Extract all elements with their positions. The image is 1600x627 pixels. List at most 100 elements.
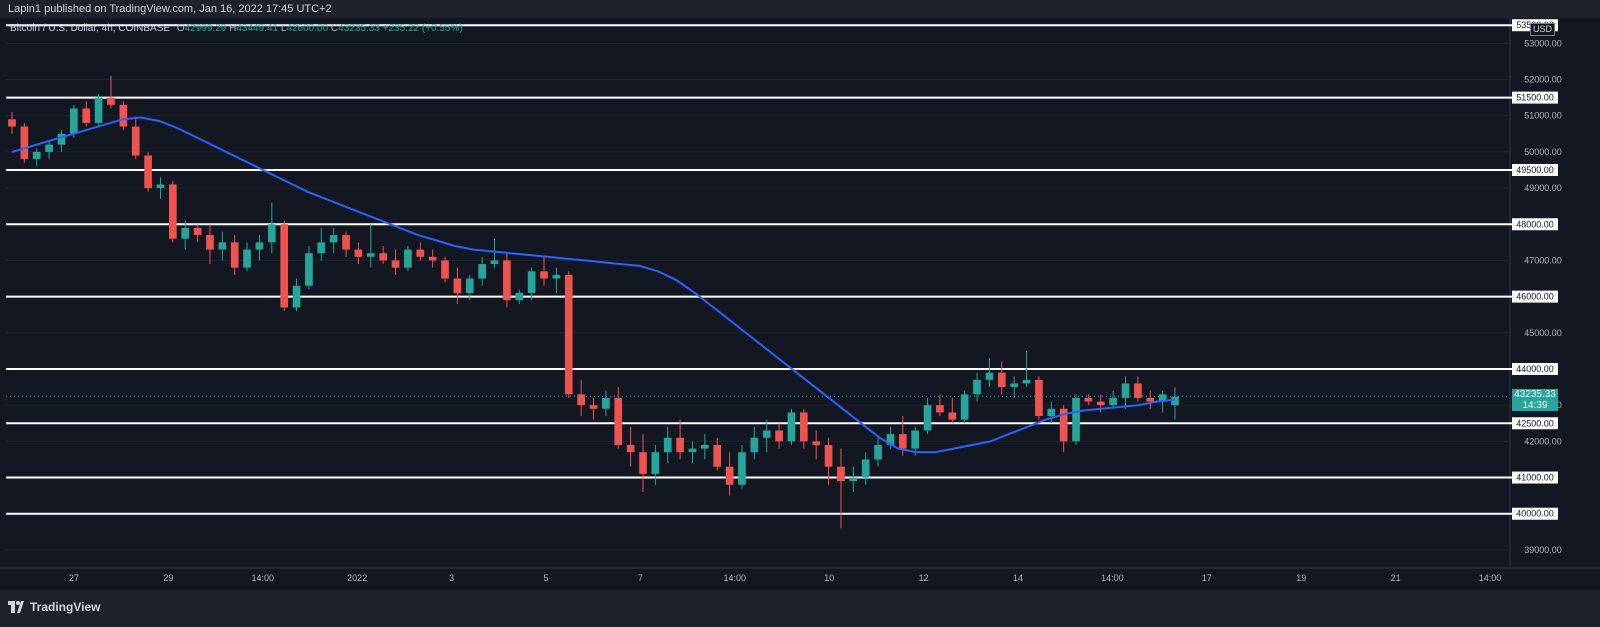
chart-grid — [0, 18, 1600, 569]
close-value: 43235.33 — [338, 23, 380, 34]
time-tick-label: 27 — [69, 573, 79, 583]
candle-body — [1121, 383, 1130, 398]
candle-body — [20, 126, 29, 160]
time-tick-label: 12 — [919, 573, 929, 583]
candle-body — [985, 372, 994, 380]
candle-body — [206, 235, 214, 250]
level-label-box — [1512, 163, 1558, 176]
candle-body — [404, 249, 412, 268]
level-label: 46000.00 — [1516, 292, 1554, 302]
candle-body — [898, 434, 907, 449]
level-label-box — [1512, 507, 1558, 520]
candle-body — [230, 242, 239, 268]
price-tick-label: 47000.00 — [1524, 255, 1562, 265]
candle-body — [267, 224, 276, 243]
candle-body — [713, 444, 722, 467]
candlestick-chart[interactable]: 53000.00 52000.00 51000.00 50000.00 49000.00… — [0, 18, 1600, 590]
candle-body — [775, 430, 783, 442]
high-label: H — [229, 23, 237, 34]
change-value: +235.22 (+0.55%) — [382, 23, 463, 34]
low-label: L — [280, 23, 287, 34]
price-tick-label: 53000.00 — [1524, 38, 1562, 48]
candle-body — [144, 155, 152, 189]
candle-body — [886, 434, 895, 445]
candle-body — [936, 405, 944, 413]
moving-average-line — [11, 116, 1176, 454]
candle-body — [453, 278, 462, 293]
high-value: 43449.41 — [236, 23, 279, 34]
candle-body — [1109, 397, 1117, 406]
candle-body — [45, 144, 53, 152]
support-resistance-levels — [6, 24, 1514, 515]
candle-body — [1096, 401, 1105, 406]
time-tick-label: 7 — [638, 573, 643, 583]
open-label: O — [176, 23, 185, 34]
candles — [8, 75, 1179, 529]
candle-body — [503, 260, 511, 301]
symbol-legend: Bitcoin / U.S. Dollar, 4h, COINBASE O429… — [10, 23, 463, 34]
candle-body — [169, 184, 177, 239]
candle-body — [515, 293, 524, 301]
chart-area[interactable]: 53000.00 52000.00 51000.00 50000.00 49000.00… — [0, 18, 1600, 590]
candle-body — [218, 242, 227, 250]
time-tick-label: 29 — [163, 573, 173, 583]
tradingview-brand[interactable]: TradingView — [8, 600, 100, 614]
candle-body — [787, 412, 796, 442]
candle-body — [1022, 379, 1031, 384]
candle-body — [156, 184, 165, 189]
candle-body — [861, 459, 870, 478]
level-label-box — [1512, 417, 1558, 430]
candle-body — [602, 397, 610, 409]
candle-body — [354, 249, 363, 257]
level-label-box — [1512, 362, 1558, 375]
candle-body — [725, 466, 734, 485]
candle-body — [57, 133, 66, 145]
candle-body — [577, 394, 585, 406]
time-tick-label: 14:00 — [252, 573, 275, 583]
price-tick-label: 49000.00 — [1524, 183, 1562, 193]
candle-body — [131, 126, 140, 156]
candle-body — [1035, 379, 1043, 417]
time-tick-label: 17 — [1202, 573, 1212, 583]
currency-label[interactable]: USD — [1530, 23, 1556, 36]
time-axis: 27 29 14:00 2022 3 5 7 14:00 10 12 14 14:00 17 19 21 14… — [69, 573, 1501, 583]
candle-body — [973, 379, 981, 395]
level-label: 48000.00 — [1516, 219, 1554, 229]
current-price-value: 43235.33 — [1514, 389, 1556, 400]
candle-body — [997, 372, 1006, 388]
candle-body — [837, 466, 845, 482]
time-tick-label: 10 — [824, 573, 834, 583]
candle-body — [540, 271, 548, 279]
level-label-box — [1512, 91, 1558, 104]
price-tick-label: 52000.00 — [1524, 75, 1562, 85]
candle-body — [663, 437, 672, 453]
candle-body — [465, 278, 474, 293]
candle-body — [626, 444, 635, 453]
candle-body — [738, 452, 746, 485]
level-label-box — [1512, 471, 1558, 484]
level-label: 49500.00 — [1516, 165, 1554, 175]
candle-body — [651, 452, 660, 474]
candle-body — [82, 108, 91, 123]
candle-body — [8, 119, 16, 127]
candle-body — [32, 151, 41, 160]
candle-body — [366, 253, 375, 257]
candle-body — [181, 227, 190, 239]
brand-name: TradingView — [30, 600, 101, 614]
candle-body — [614, 397, 623, 445]
price-axis: 53000.00 52000.00 51000.00 50000.00 49000.00… — [1512, 19, 1562, 555]
candle-body — [1010, 383, 1018, 388]
time-tick-label: 3 — [449, 573, 454, 583]
candle-body — [280, 224, 289, 308]
candle-body — [329, 235, 338, 243]
candle-body — [1158, 394, 1167, 402]
candle-body — [676, 437, 684, 453]
symbol-name: Bitcoin / U.S. Dollar, 4h, COINBASE — [10, 23, 171, 34]
candle-body — [1084, 397, 1093, 402]
candle-body — [824, 444, 833, 467]
low-value: 42600.00 — [286, 23, 329, 34]
candle-body — [1072, 397, 1080, 442]
candle-body — [688, 448, 697, 453]
candle-body — [416, 249, 425, 257]
level-label: 42500.00 — [1516, 418, 1554, 428]
